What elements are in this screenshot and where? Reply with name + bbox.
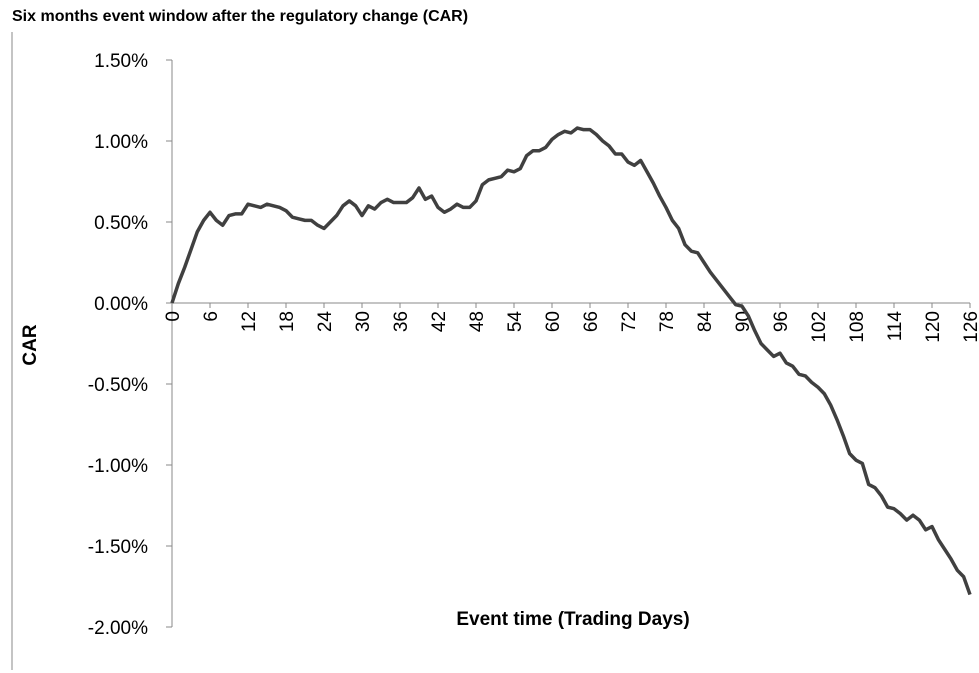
x-tick-label: 12: [239, 311, 260, 332]
x-tick-label: 102: [809, 311, 830, 343]
y-tick-label: -1.50%: [88, 537, 148, 558]
y-tick-label: 0.50%: [94, 213, 148, 234]
x-tick-label: 84: [695, 311, 716, 333]
x-tick-label: 96: [771, 311, 792, 332]
x-tick-label: 42: [429, 311, 450, 332]
y-tick-label: 1.00%: [94, 132, 148, 153]
x-tick-label: 24: [315, 311, 336, 333]
x-tick-label: 36: [391, 311, 412, 332]
y-tick-label: 1.50%: [94, 51, 148, 72]
x-tick-label: 66: [581, 311, 602, 332]
x-axis-title: Event time (Trading Days): [456, 609, 689, 630]
x-tick-label: 18: [277, 311, 298, 332]
y-tick-label: -1.00%: [88, 456, 148, 477]
x-tick-label: 114: [885, 311, 906, 342]
x-tick-label: 30: [353, 311, 374, 332]
x-tick-label: 78: [657, 311, 678, 332]
y-tick-label: -0.50%: [88, 375, 148, 396]
x-tick-label: 120: [923, 311, 944, 343]
x-tick-label: 72: [619, 311, 640, 332]
x-tick-label: 54: [505, 311, 526, 333]
y-tick-label: -2.00%: [88, 618, 148, 639]
x-tick-label: 48: [467, 311, 488, 332]
data-line: [170, 126, 972, 596]
x-tick-label: 0: [163, 311, 184, 322]
x-tick-label: 60: [543, 311, 564, 332]
x-tick-label: 108: [847, 311, 868, 343]
y-axis-title: CAR: [20, 324, 41, 365]
x-tick-label: 126: [961, 311, 979, 343]
x-tick-label: 6: [201, 311, 222, 322]
chart-title: Six months event window after the regula…: [12, 8, 468, 25]
y-tick-label: 0.00%: [94, 294, 148, 315]
